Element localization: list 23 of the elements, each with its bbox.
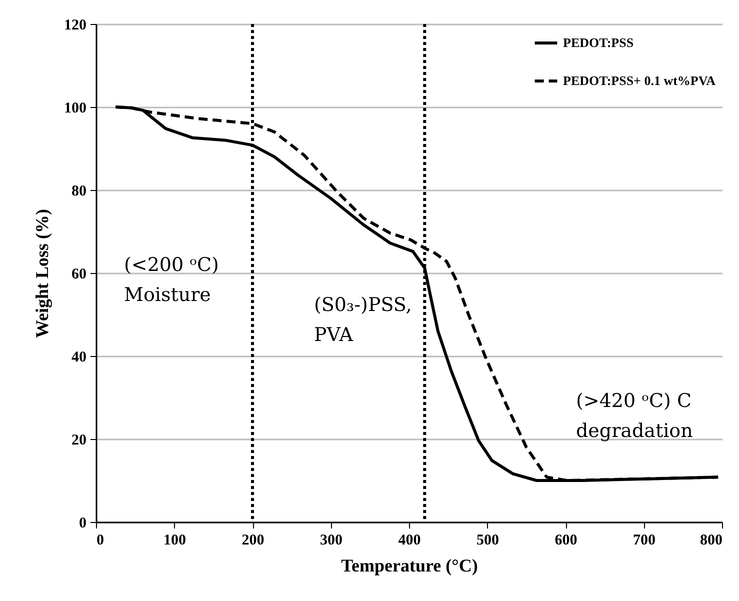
annotation: (<200 ᵒC) Moisture: [124, 254, 219, 306]
x-tick-label: 200: [242, 532, 264, 548]
x-tick-label: 400: [398, 532, 421, 548]
y-tick-label: 100: [64, 100, 86, 116]
x-axis-title: Temperature (°C): [341, 556, 478, 576]
y-tick-label: 60: [72, 266, 86, 282]
x-tick-label: 800: [700, 532, 722, 548]
y-axis-title: Weight Loss (%): [32, 208, 52, 338]
x-tick-label: 700: [633, 532, 656, 548]
annotation: (>420 ᵒC) C degradation: [576, 390, 693, 442]
x-tick-label: 500: [476, 532, 499, 548]
legend-label: PEDOT:PSS: [563, 35, 634, 50]
annotation: (S0₃-)PSS, PVA: [314, 294, 412, 346]
y-tick-label: 20: [72, 432, 86, 448]
legend-label: PEDOT:PSS+ 0.1 wt%PVA: [563, 73, 716, 88]
y-tick-label: 120: [64, 18, 86, 34]
x-tick-label: 0: [96, 532, 104, 548]
x-tick-label: 100: [164, 532, 186, 548]
x-tick-label: 300: [320, 532, 342, 548]
y-tick-label: 40: [72, 350, 86, 366]
x-tick-label: 600: [554, 532, 578, 548]
y-tick-label: 80: [72, 184, 86, 200]
y-tick-label: 0: [79, 516, 86, 532]
